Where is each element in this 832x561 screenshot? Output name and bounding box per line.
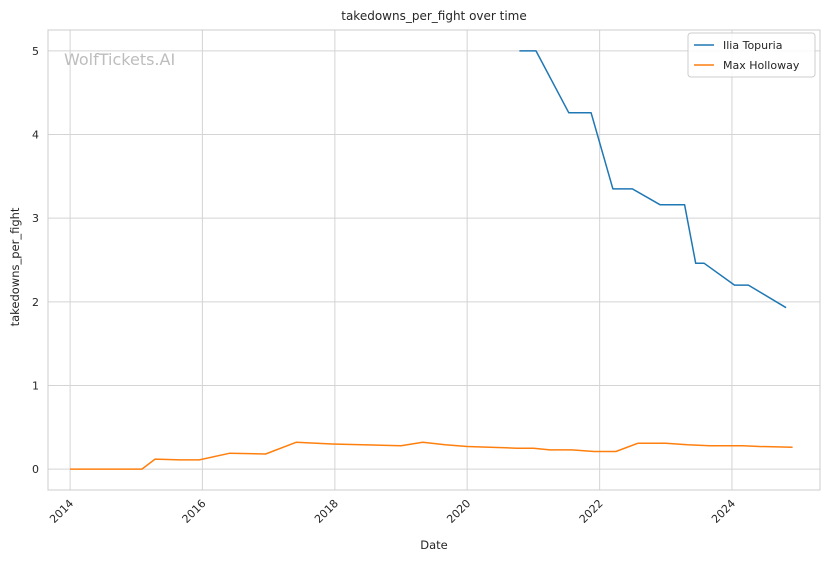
y-tick-label: 1 (32, 379, 39, 392)
y-tick-label: 0 (32, 463, 39, 476)
y-axis-ticks: 0 1 2 3 4 5 (32, 45, 39, 476)
legend-label-max-holloway: Max Holloway (723, 59, 800, 72)
x-tick-label: 2022 (577, 497, 606, 526)
x-tick-label: 2018 (312, 497, 341, 526)
legend-label-ilia-topuria: Ilia Topuria (723, 39, 782, 52)
y-tick-label: 4 (32, 129, 39, 142)
x-tick-label: 2014 (47, 497, 76, 526)
series-line-max-holloway (70, 441, 793, 470)
x-tick-label: 2016 (180, 497, 209, 526)
plot-frame (47, 29, 821, 491)
legend: Ilia Topuria Max Holloway (687, 32, 816, 78)
y-tick-label: 3 (32, 212, 39, 225)
x-tick-label: 2024 (709, 497, 738, 526)
grid (48, 30, 820, 490)
watermark: WolfTickets.AI (64, 50, 175, 69)
y-tick-label: 5 (32, 45, 39, 58)
y-axis-label: takedowns_per_fight (8, 207, 22, 326)
series-layer (70, 50, 793, 470)
chart-title: takedowns_per_fight over time (341, 9, 527, 23)
x-axis-label: Date (420, 538, 448, 552)
x-axis-ticks: 2014 2016 2018 2020 2022 2024 (47, 497, 738, 526)
series-line-ilia-topuria (519, 50, 787, 309)
x-tick-label: 2020 (444, 497, 473, 526)
y-tick-label: 2 (32, 296, 39, 309)
legend-box (687, 32, 816, 78)
